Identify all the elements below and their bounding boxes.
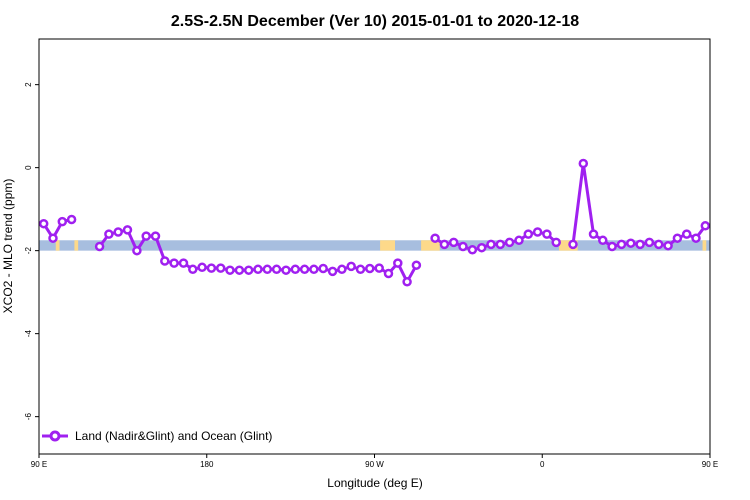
data-point (299, 264, 310, 275)
x-tick-label: 0 (540, 460, 545, 469)
data-point (653, 239, 664, 250)
data-point (551, 237, 561, 248)
data-point (104, 229, 114, 239)
data-point (504, 237, 515, 248)
data-point (327, 266, 338, 277)
data-point (234, 265, 245, 275)
data-point (448, 237, 459, 248)
legend-label: Land (Nadir&Glint) and Ocean (Glint) (75, 429, 272, 443)
data-point (532, 227, 543, 237)
series-layer (38, 158, 711, 287)
data-point (542, 229, 552, 239)
data-point (160, 256, 170, 266)
data-point (309, 264, 319, 275)
data-point (337, 264, 347, 275)
land-band-segment (380, 240, 396, 251)
data-point (132, 245, 142, 256)
x-tick-label: 90 E (702, 460, 718, 469)
legend-marker (49, 430, 61, 442)
data-point (57, 216, 68, 227)
data-point (523, 229, 534, 239)
data-point (644, 237, 655, 248)
series-line (42, 218, 72, 240)
data-point (439, 239, 450, 250)
data-point (393, 258, 403, 268)
data-point (663, 240, 673, 251)
data-point (346, 261, 356, 272)
y-tick-label: -2 (24, 247, 33, 255)
data-point (113, 227, 123, 237)
data-point (681, 229, 692, 239)
land-band-segment (421, 240, 440, 251)
data-point (281, 265, 291, 275)
y-axis: 2 0 -2 -4 -6 (24, 82, 39, 420)
data-point (178, 258, 189, 268)
data-point (48, 233, 58, 243)
surface-band (39, 240, 710, 251)
data-point (578, 158, 589, 169)
data-point (365, 263, 375, 274)
data-point (672, 233, 683, 243)
data-point (626, 238, 636, 248)
data-point (215, 263, 226, 273)
x-tick-label: 90 W (365, 460, 384, 469)
y-tick-label: 0 (24, 165, 33, 170)
data-point (188, 264, 198, 275)
data-point (253, 264, 263, 275)
data-point (514, 235, 524, 246)
data-point (197, 262, 207, 273)
legend: Land (Nadir&Glint) and Ocean (Glint) (42, 429, 272, 443)
data-point (150, 231, 161, 241)
y-tick-label: -6 (24, 413, 33, 421)
data-point (486, 239, 496, 250)
data-point (598, 235, 608, 246)
data-point (290, 264, 301, 275)
land-band-segment (702, 240, 707, 251)
data-point (38, 218, 49, 229)
data-point (607, 241, 617, 252)
land-band-segment (559, 240, 578, 251)
data-point (476, 242, 487, 253)
data-point (206, 263, 217, 273)
data-point (262, 264, 273, 275)
data-point (122, 225, 133, 235)
data-point (374, 263, 384, 273)
data-point (271, 264, 282, 275)
y-tick-label: -4 (24, 330, 33, 338)
x-axis-label: Longitude (deg E) (327, 476, 422, 490)
data-point (318, 263, 328, 274)
data-point (66, 214, 77, 225)
data-point (141, 231, 151, 241)
data-point (430, 233, 440, 243)
x-axis: 90 E 180 90 W 0 90 E (31, 454, 718, 469)
data-point (402, 277, 412, 287)
data-point (243, 265, 254, 275)
data-point (495, 239, 506, 250)
data-point (169, 258, 179, 268)
land-band-segment (74, 240, 79, 251)
y-tick-label: 2 (24, 82, 33, 87)
y-axis-label: XCO2 - MLO trend (ppm) (1, 179, 15, 314)
land-band-segment (55, 240, 60, 251)
data-point (411, 260, 422, 270)
data-point (355, 264, 366, 275)
data-point (467, 245, 478, 255)
data-point (225, 265, 235, 275)
data-point (94, 241, 105, 252)
chart-title: 2.5S-2.5N December (Ver 10) 2015-01-01 t… (171, 13, 579, 30)
x-tick-label: 90 E (31, 460, 47, 469)
ocean-band (39, 240, 710, 251)
data-point (458, 241, 468, 252)
data-point (635, 239, 645, 250)
data-point (691, 233, 701, 243)
data-point (700, 221, 711, 231)
x-tick-label: 180 (200, 460, 214, 469)
data-point (383, 268, 394, 279)
data-point (616, 239, 627, 250)
data-point (568, 239, 578, 250)
data-point (588, 229, 599, 239)
